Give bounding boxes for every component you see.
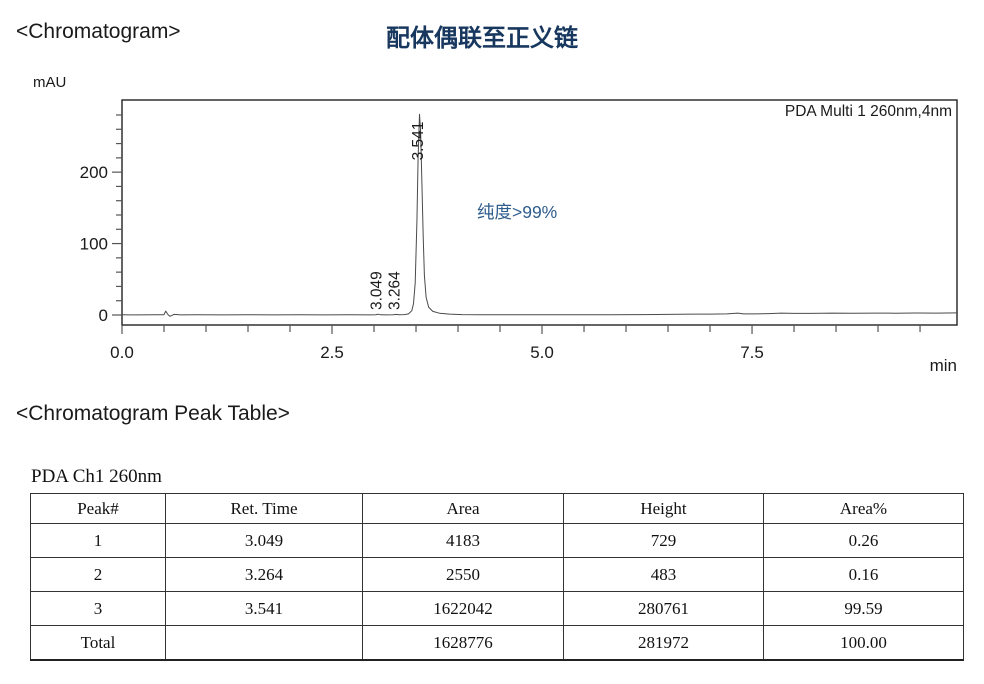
peak-table-header: Peak# Ret. Time Area Height Area% — [30, 493, 964, 524]
peak-retention-label: 3.264 — [387, 271, 404, 310]
x-tick-label: 7.5 — [740, 343, 764, 362]
peak-table-cell: 3.264 — [165, 557, 363, 592]
peak-table-cell: 483 — [563, 557, 764, 592]
peak-table-cell: 0.16 — [763, 557, 964, 592]
peak-table-header-cell: Peak# — [30, 493, 166, 524]
peak-table-cell: 4183 — [362, 523, 564, 558]
peak-table-row: 1 3.049 4183 729 0.26 — [30, 523, 964, 558]
x-tick-label: 0.0 — [110, 343, 134, 362]
chart-title: 配体偶联至正义链 — [386, 25, 578, 52]
peak-table-cell: 280761 — [563, 591, 764, 626]
peak-retention-label: 3.541 — [410, 122, 427, 161]
peak-table-cell: 1622042 — [362, 591, 564, 626]
peak-table-cell: 729 — [563, 523, 764, 558]
peak-table-cell: Total — [30, 625, 166, 661]
peak-table: Peak# Ret. Time Area Height Area% 1 3.049 4183… — [30, 493, 964, 661]
y-axis-unit-label: mAU — [33, 74, 67, 91]
peak-table-heading: <Chromatogram Peak Table> — [16, 402, 290, 425]
peak-table-cell: 2550 — [362, 557, 564, 592]
peak-table-header-cell: Area% — [763, 493, 964, 524]
peak-table-header-cell: Area — [362, 493, 564, 524]
peak-table-row: Total 1628776 281972 100.00 — [30, 625, 964, 661]
peak-table-cell: 1 — [30, 523, 166, 558]
peak-table-cell: 281972 — [563, 625, 764, 661]
peak-table-row: 3 3.541 1622042 280761 99.59 — [30, 591, 964, 626]
peak-table-row: 2 3.264 2550 483 0.16 — [30, 557, 964, 592]
purity-annotation: 纯度>99% — [477, 202, 557, 222]
peak-table-header-row: Peak# Ret. Time Area Height Area% — [30, 493, 964, 524]
peak-table-cell: 0.26 — [763, 523, 964, 558]
peak-table-cell: 99.59 — [763, 591, 964, 626]
y-tick-label: 200 — [80, 163, 108, 182]
peak-table-cell: 3.541 — [165, 591, 363, 626]
peak-table-cell: 2 — [30, 557, 166, 592]
x-tick-label: 2.5 — [320, 343, 344, 362]
y-tick-label: 0 — [99, 306, 108, 325]
peak-table-header-cell: Height — [563, 493, 764, 524]
x-tick-label: 5.0 — [530, 343, 554, 362]
channel-label: PDA Ch1 260nm — [31, 466, 162, 487]
plot-frame — [121, 99, 958, 326]
y-tick-label: 100 — [80, 235, 108, 254]
peak-table-cell: 3 — [30, 591, 166, 626]
peak-table-body: 1 3.049 4183 729 0.26 2 3.264 2550 483 0.16 3 3.541… — [30, 523, 964, 661]
peak-table-cell: 100.00 — [763, 625, 964, 661]
signal-trace — [121, 113, 958, 317]
detector-label: PDA Multi 1 260nm,4nm — [785, 103, 952, 120]
peak-retention-label: 3.049 — [369, 271, 386, 310]
x-axis-unit-label: min — [930, 356, 957, 375]
chromatogram-heading: <Chromatogram> — [16, 20, 181, 43]
peak-table-cell: 3.049 — [165, 523, 363, 558]
peak-table-header-cell: Ret. Time — [165, 493, 363, 524]
peak-table-cell: 1628776 — [362, 625, 564, 661]
peak-table-cell — [165, 625, 363, 661]
